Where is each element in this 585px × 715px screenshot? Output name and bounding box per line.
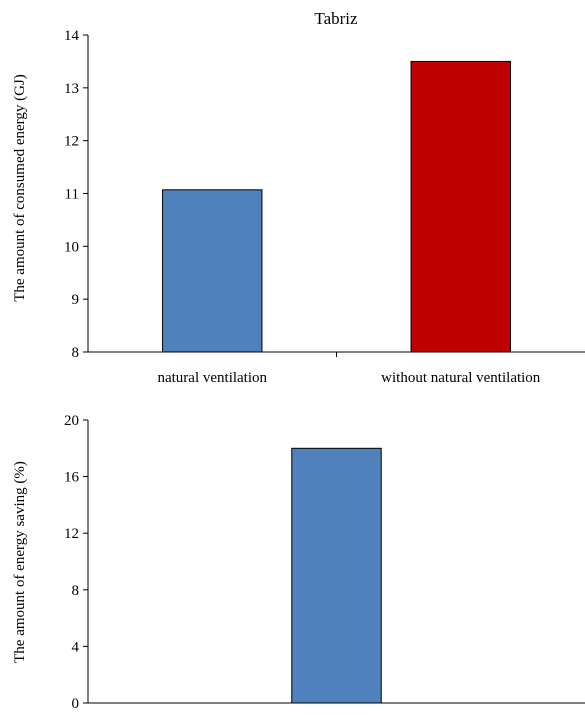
chart1-y-axis-label: The amount of consumed energy (GJ) — [12, 74, 28, 302]
chart1-title: Tabriz — [314, 9, 358, 28]
chart1-y-tick-label: 10 — [64, 239, 79, 255]
chart2-y-axis-label: The amount of energy saving (%) — [12, 461, 28, 663]
chart2-y-tick-label: 12 — [64, 526, 79, 542]
chart1-y-tick-label: 13 — [64, 81, 79, 97]
chart1-category-label: without natural ventilation — [381, 370, 541, 386]
chart2-bar — [291, 447, 382, 704]
chart1-y-tick-label: 12 — [64, 134, 79, 150]
chart1-y-tick-label: 11 — [65, 187, 79, 203]
chart-energy-saving: The amount of energy saving (%) 0 4 8 12 16 2… — [12, 413, 585, 712]
chart2-y-tick-label: 16 — [64, 470, 80, 486]
chart1-category-label: natural ventilation — [157, 370, 267, 386]
chart1-y-tick-label: 8 — [72, 345, 80, 361]
chart2-y-tick-label: 4 — [72, 639, 80, 655]
chart1-y-tick-label: 14 — [64, 28, 80, 44]
chart-consumed-energy: Tabriz The amount of consumed energy (GJ… — [12, 9, 585, 386]
chart2-y-tick-label: 20 — [64, 413, 79, 429]
chart2-y-tick-label: 0 — [72, 696, 80, 712]
chart1-bar — [162, 189, 263, 353]
chart2-y-tick-label: 8 — [72, 583, 80, 599]
chart1-bar — [410, 60, 511, 353]
chart1-y-tick-label: 9 — [72, 292, 80, 308]
